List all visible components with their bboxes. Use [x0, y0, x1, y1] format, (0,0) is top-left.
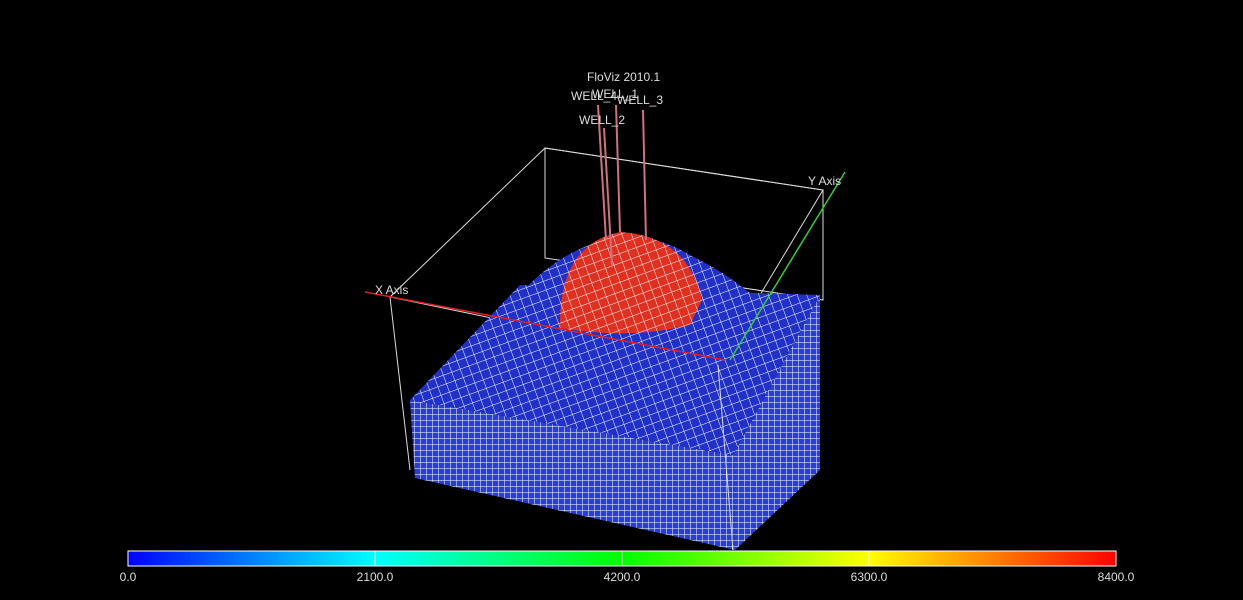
well-line [597, 104, 607, 241]
colorbar-tick-label: 0.0 [120, 570, 137, 584]
well-label: WELL_1 [592, 87, 638, 101]
x-axis-label: X Axis [375, 283, 408, 297]
well-label: WELL_4 [571, 89, 617, 103]
well-line [615, 104, 621, 233]
colorbar-tick-label: 4200.0 [604, 570, 641, 584]
y-axis-line [729, 171, 846, 361]
scene: FloViz 2010.1 WELL_4 WELL_1 WELL_3 WELL_… [364, 70, 846, 551]
mesh-right-face [733, 295, 820, 550]
well-label: WELL_2 [579, 113, 625, 127]
bounding-box-edge [717, 364, 734, 551]
app-title: FloViz 2010.1 [587, 70, 660, 84]
x-axis-line [364, 291, 726, 361]
well-label: WELL_3 [617, 93, 663, 107]
well-line [642, 109, 647, 241]
mesh-front-face [410, 400, 735, 550]
colorbar-tick-label: 2100.0 [357, 570, 394, 584]
colorbar-tick-label: 6300.0 [851, 570, 888, 584]
mesh-dome [470, 237, 780, 430]
colorbar: 0.0 2100.0 4200.0 6300.0 8400.0 [120, 550, 1135, 584]
bounding-box-edge [389, 296, 411, 471]
well-line [603, 127, 613, 266]
pressure-high-region [559, 232, 702, 334]
colorbar-tick-label: 8400.0 [1098, 570, 1135, 584]
y-axis-label: Y Axis [808, 174, 841, 188]
